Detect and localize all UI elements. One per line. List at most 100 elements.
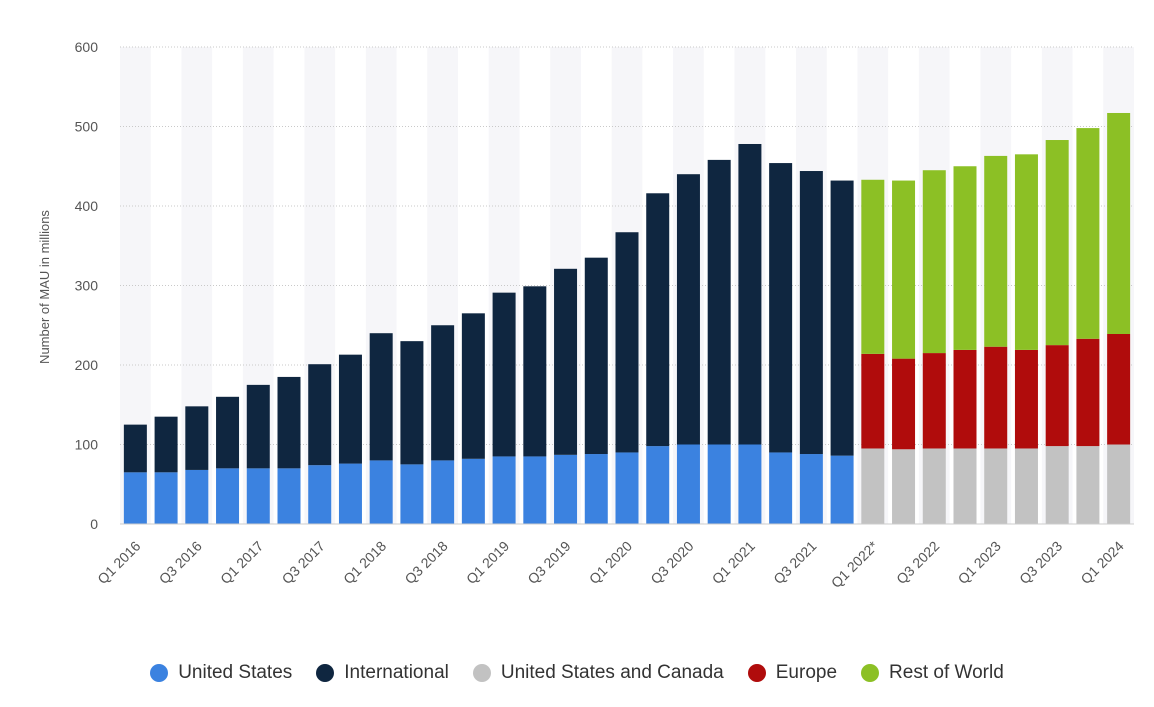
bar-segment [615, 232, 639, 453]
bar-segment [922, 353, 946, 449]
legend-item[interactable]: International [316, 662, 449, 684]
bar-segment [1045, 345, 1069, 447]
bar-segment [769, 452, 793, 524]
bar-segment [646, 193, 670, 447]
bar-segment [892, 358, 916, 450]
bar-segment [1076, 338, 1100, 447]
bar-segment [953, 448, 977, 524]
bar-segment [861, 179, 885, 354]
bar-segment [369, 460, 393, 524]
bar-segment [707, 159, 731, 445]
y-axis-title: Number of MAU in millions [37, 210, 52, 364]
bar-segment [123, 472, 147, 524]
x-tick-label: Q1 2017 [217, 538, 266, 587]
bar-segment [246, 384, 270, 469]
y-tick-label: 200 [75, 357, 99, 373]
bar-segment [799, 454, 823, 524]
bar-segment [984, 155, 1008, 347]
bar-segment [1045, 140, 1069, 346]
x-tick-label: Q1 2021 [709, 538, 758, 587]
bar-segment [523, 286, 547, 457]
bar-segment [400, 341, 424, 465]
x-tick-label: Q1 2016 [94, 538, 143, 587]
x-tick-label: Q3 2022 [893, 538, 942, 587]
bar-segment [892, 180, 916, 359]
legend-label: International [344, 662, 449, 683]
bar-segment [308, 364, 332, 466]
legend-item[interactable]: Rest of World [861, 662, 1004, 684]
legend-label: United States [178, 662, 293, 683]
bar-segment [584, 257, 608, 455]
x-tick-label: Q3 2017 [279, 538, 328, 587]
bar-segment [830, 180, 854, 456]
bar-segment [1014, 349, 1038, 449]
x-tick-label: Q3 2018 [401, 538, 450, 587]
bar-segment [216, 468, 240, 524]
legend-item[interactable]: United States [150, 662, 292, 684]
y-tick-label: 300 [75, 278, 99, 294]
bar-segment [154, 472, 178, 524]
bar-segment [830, 455, 854, 524]
legend-swatch [150, 664, 169, 682]
bar-segment [984, 448, 1008, 524]
x-tick-label: Q1 2024 [1077, 538, 1126, 587]
legend-swatch [472, 664, 491, 682]
bar-segment [1107, 333, 1131, 445]
bar-segment [1107, 444, 1131, 524]
bar-segment [338, 354, 362, 464]
bar-segment [492, 292, 516, 457]
y-tick-label: 100 [75, 437, 99, 453]
bar-segment [1014, 154, 1038, 350]
bar-segment [769, 163, 793, 453]
bar-segment [861, 448, 885, 524]
x-tick-label: Q3 2020 [647, 538, 696, 587]
bar-segment [1045, 446, 1069, 524]
bar-segment [1107, 112, 1131, 334]
x-tick-label: Q1 2019 [463, 538, 512, 587]
bar-segment [984, 346, 1008, 449]
bar-segment [400, 464, 424, 524]
x-tick-label: Q1 2018 [340, 538, 389, 587]
legend-swatch [747, 664, 766, 682]
bar-segment [277, 376, 301, 469]
legend-label: United States and Canada [500, 662, 724, 683]
legend-swatch [861, 664, 880, 682]
y-tick-label: 400 [75, 198, 99, 214]
bar-segment [738, 444, 762, 524]
x-tick-label: Q3 2021 [770, 538, 819, 587]
bar-segment [646, 446, 670, 524]
bar-segment [492, 456, 516, 524]
bar-segment [584, 454, 608, 524]
legend: United States International United States … [0, 656, 1154, 690]
bar-segment [707, 444, 731, 524]
bar-segment [1014, 448, 1038, 524]
bar-segment [216, 396, 240, 469]
bar-segment [246, 468, 270, 524]
bar-segment [554, 268, 578, 455]
bar-segment [523, 456, 547, 524]
y-tick-label: 0 [90, 516, 98, 532]
y-tick-label: 600 [75, 39, 99, 55]
x-tick-label: Q1 2020 [586, 538, 635, 587]
x-tick-label: Q1 2023 [955, 538, 1004, 587]
x-axis-ticks: Q1 2016 Q3 2016 Q1 2017 Q3 2017 Q1 2018 Q3 20… [94, 537, 1127, 591]
legend-swatch [316, 664, 335, 682]
bar-segment [738, 143, 762, 445]
legend-label: Rest of World [889, 662, 1004, 683]
y-tick-label: 500 [75, 119, 99, 135]
legend-item[interactable]: Europe [747, 662, 838, 684]
legend-label: Europe [775, 662, 838, 683]
x-tick-label: Q3 2019 [524, 538, 573, 587]
bar-segment [123, 424, 147, 473]
bar-segment [861, 353, 885, 449]
bar-segment [676, 444, 700, 524]
bar-segment [892, 449, 916, 524]
bar-segment [922, 448, 946, 524]
bar-segment [277, 468, 301, 524]
bar-segment [953, 349, 977, 449]
legend-item[interactable]: United States and Canada [472, 662, 724, 684]
bars [120, 112, 1134, 525]
bar-segment [799, 171, 823, 455]
x-tick-label: Q3 2016 [156, 538, 205, 587]
bar-segment [1076, 446, 1100, 524]
